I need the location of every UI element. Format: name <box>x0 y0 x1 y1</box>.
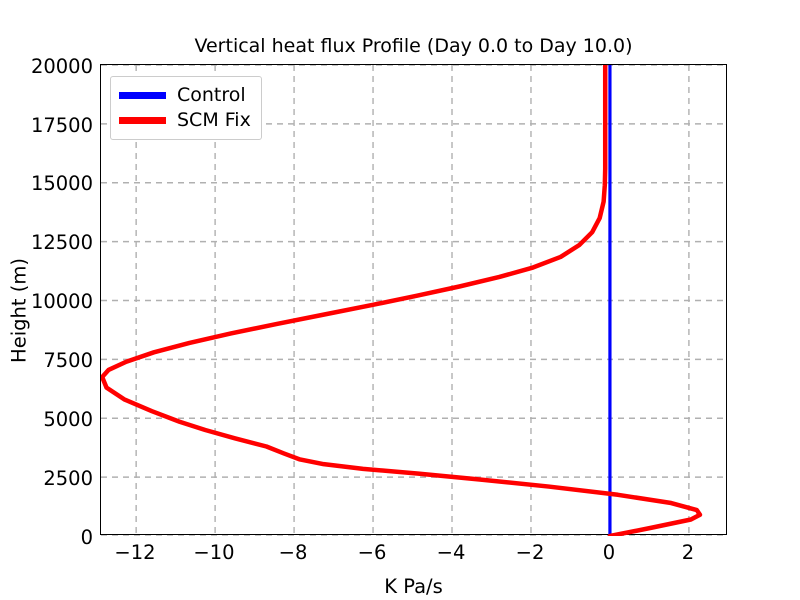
y-tick-label: 10000 <box>30 290 93 313</box>
y-tick-label: 7500 <box>43 349 93 372</box>
legend-entry-label: Control <box>177 84 246 106</box>
y-tick-label: 0 <box>80 526 93 549</box>
x-tick-label: −6 <box>357 541 387 564</box>
data-series-layer <box>101 65 703 536</box>
x-axis-label: K Pa/s <box>384 575 443 598</box>
y-tick-label: 5000 <box>43 408 93 431</box>
legend-color-swatch <box>119 92 166 99</box>
x-tick-label: 0 <box>602 541 616 564</box>
plot-area <box>100 64 728 536</box>
x-axis-tick-labels: −12 −10 −8 −6 −4 −2 0 2 <box>0 543 800 573</box>
y-axis-tick-labels: 20000 17500 15000 12500 10000 7500 5000 … <box>0 0 93 600</box>
x-tick-label: −2 <box>515 541 545 564</box>
y-tick-label: 17500 <box>30 114 93 137</box>
legend-entry-label: SCM Fix <box>177 109 251 131</box>
x-tick-label: 2 <box>681 541 695 564</box>
series-line-scm-fix <box>101 65 703 536</box>
x-tick-label: −4 <box>436 541 466 564</box>
y-tick-label: 20000 <box>30 55 93 78</box>
legend-color-swatch <box>119 117 166 124</box>
y-tick-label: 15000 <box>30 172 93 195</box>
x-tick-label: −10 <box>193 541 235 564</box>
chart-title: Vertical heat flux Profile (Day 0.0 to D… <box>194 35 633 57</box>
y-tick-label: 2500 <box>43 467 93 490</box>
x-tick-label: −12 <box>114 541 156 564</box>
x-tick-label: −8 <box>278 541 308 564</box>
chart-legend: Control SCM Fix <box>110 76 262 140</box>
legend-entry-scm-fix: SCM Fix <box>119 108 251 133</box>
legend-entry-control: Control <box>119 83 251 108</box>
y-tick-label: 12500 <box>30 231 93 254</box>
